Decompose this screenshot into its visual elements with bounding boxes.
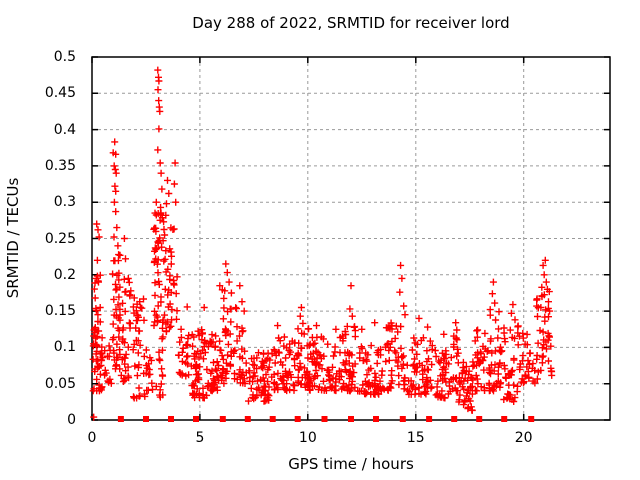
y-tick-label: 0.1 (53, 339, 76, 356)
x-tick-label: 10 (298, 430, 317, 446)
x-axis-label: GPS time / hours (288, 455, 414, 473)
x-tick-label: 15 (406, 430, 425, 446)
y-tick-label: 0 (67, 412, 76, 428)
y-tick-label: 0.15 (44, 303, 76, 320)
y-tick-label: 0.05 (44, 375, 76, 392)
y-tick-label: 0.5 (53, 49, 76, 65)
chart-title: Day 288 of 2022, SRMTID for receiver lor… (192, 14, 510, 32)
y-tick-label: 0.25 (44, 230, 76, 247)
y-axis-label: SRMTID / TECUs (4, 177, 22, 299)
baseline-square-markers (117, 416, 535, 422)
y-tick-label: 0.3 (53, 194, 76, 211)
y-tick-label: 0.35 (44, 157, 76, 174)
x-tick-label: 0 (87, 430, 97, 446)
grid-lines (92, 57, 610, 420)
scatter-plus-markers (89, 66, 556, 421)
x-tick-label: 5 (195, 430, 205, 446)
x-tick-label: 20 (514, 430, 533, 446)
y-tick-label: 0.4 (53, 121, 76, 138)
y-tick-label: 0.2 (53, 266, 76, 283)
y-tick-label: 0.45 (44, 85, 76, 102)
